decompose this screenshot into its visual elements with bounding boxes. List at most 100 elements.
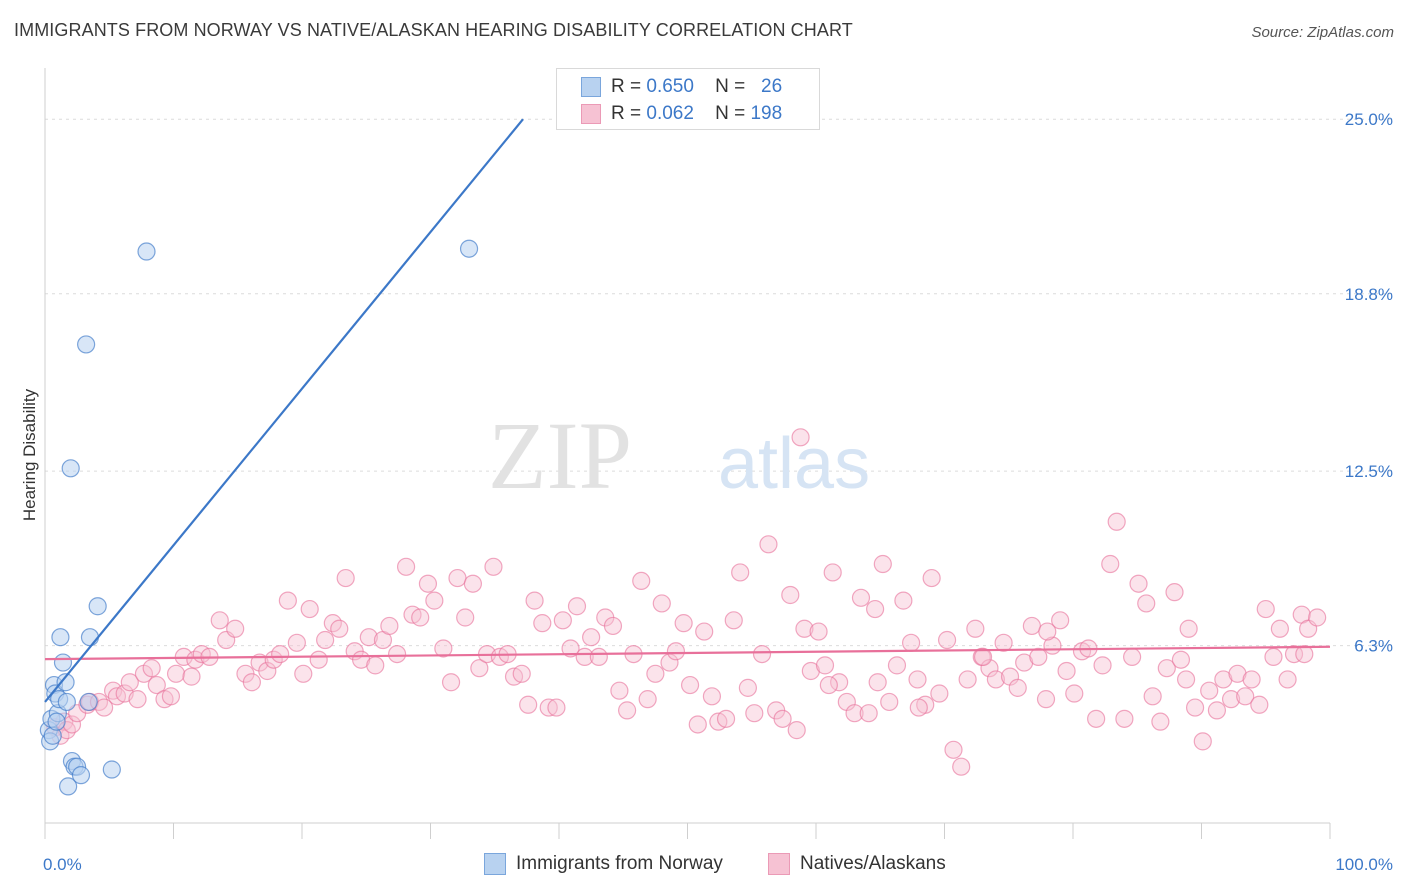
norway-point [61,459,80,478]
natives-alaskans-point [680,675,700,695]
natives-alaskans-point [618,701,637,720]
axes [44,68,1331,839]
natives-alaskans-point [519,695,538,714]
natives-alaskans-point [1264,647,1283,667]
natives-alaskans-point [632,571,651,591]
natives-alaskans-point [966,619,985,638]
natives-alaskans-point [868,673,887,692]
x-tick-label: 100.0% [1335,855,1393,874]
natives-alaskans-point [610,681,629,700]
natives-alaskans-point [652,594,671,613]
natives-alaskans-point [815,656,835,675]
natives-alaskans-point [484,557,503,576]
natives-alaskans-point [1270,619,1289,638]
natives-alaskans-point [1036,690,1056,709]
natives-alaskans-point [688,715,707,734]
natives-alaskans-point [922,568,941,588]
natives-alaskans-point [1242,670,1261,689]
natives-alaskans-point [1087,709,1106,728]
natives-alaskans-point [1129,574,1148,593]
natives-alaskans-point [1107,512,1126,531]
legend-n-value: 26 [761,76,783,97]
natives-alaskans-point [724,611,743,630]
natives-alaskans-point [1207,701,1227,720]
legend-n-value: 198 [750,103,783,124]
natives-alaskans-point [1284,644,1304,664]
natives-alaskans-point [561,639,580,658]
legend-swatch-norway [581,77,601,97]
natives-alaskans-point [791,428,810,447]
natives-alaskans-point [166,664,186,683]
x-tick-label: 0.0% [43,855,82,874]
natives-alaskans-point [1295,644,1314,664]
natives-alaskans-point [823,563,842,582]
natives-alaskans-point [1308,608,1327,627]
natives-alaskans-point [359,628,378,647]
natives-alaskans-point [759,535,778,554]
natives-alaskans-point [1137,594,1156,613]
natives-alaskans-point [258,661,277,681]
natives-alaskans-point [1165,583,1184,602]
trend-lines [44,118,1331,703]
natives-alaskans-point [738,678,757,697]
norway-trend-line [44,118,524,703]
natives-alaskans-point [1200,681,1219,700]
natives-alaskans-point [731,563,750,582]
natives-alaskans-point [1176,670,1196,689]
natives-alaskans-point [773,709,792,728]
natives-alaskans-point [745,704,764,723]
norway-point [79,692,98,712]
natives-alaskans-point [589,647,608,667]
natives-alaskans-point [242,673,261,692]
natives-alaskans-point [716,709,736,728]
natives-alaskans-point [1038,622,1057,641]
legend-r-label: R = [611,76,642,97]
natives-alaskans-points [46,428,1327,776]
natives-alaskans-point [448,568,467,588]
norway-point [102,760,121,779]
natives-alaskans-point [533,614,552,633]
natives-alaskans-point [1185,698,1205,717]
bottom-legend-label-norway: Immigrants from Norway [516,853,723,874]
natives-alaskans-point [937,630,957,650]
norway-point [51,628,70,647]
norway-point [88,597,107,616]
natives-alaskans-point [894,591,913,610]
natives-alaskans-point [973,647,993,667]
bottom-legend-natives: Natives/Alaskans [768,852,946,876]
natives-alaskans-point [226,619,245,638]
natives-alaskans-point [142,659,161,678]
natives-alaskans-point [887,656,907,675]
natives-alaskans-point [994,633,1013,652]
natives-alaskans-point [1193,732,1212,751]
natives-alaskans-point [986,670,1006,689]
norway-point [53,653,73,672]
norway-point [47,712,66,731]
bottom-legend-norway: Immigrants from Norway [484,852,723,876]
natives-alaskans-point [952,757,971,776]
grid-lines [45,118,1394,647]
bottom-legend-swatch-norway [484,853,506,875]
natives-alaskans-point [539,698,558,717]
natives-alaskans-point [387,644,407,664]
norway-point [459,239,479,258]
natives-alaskans-point [1250,695,1269,714]
legend-row-natives: R = 0.062 N = 198 [581,102,782,126]
bottom-legend-swatch-natives [768,853,790,875]
natives-alaskans-point [411,608,430,627]
natives-alaskans-point [1065,684,1084,703]
natives-alaskans-point [525,591,544,610]
natives-alaskans-point [128,690,147,709]
y-tick-labels: 6.3% 12.5% 18.8% 25.0% [1345,110,1393,655]
natives-alaskans-point [845,704,864,723]
natives-alaskans-point [210,611,229,630]
natives-alaskans-point [930,684,949,703]
natives-alaskans-point [646,664,665,683]
norway-point [137,242,156,261]
natives-alaskans-point [1008,678,1027,697]
natives-alaskans-point [1221,690,1241,709]
natives-alaskans-point [603,616,623,636]
natives-alaskans-point [901,633,921,652]
natives-alaskans-point [287,633,306,652]
